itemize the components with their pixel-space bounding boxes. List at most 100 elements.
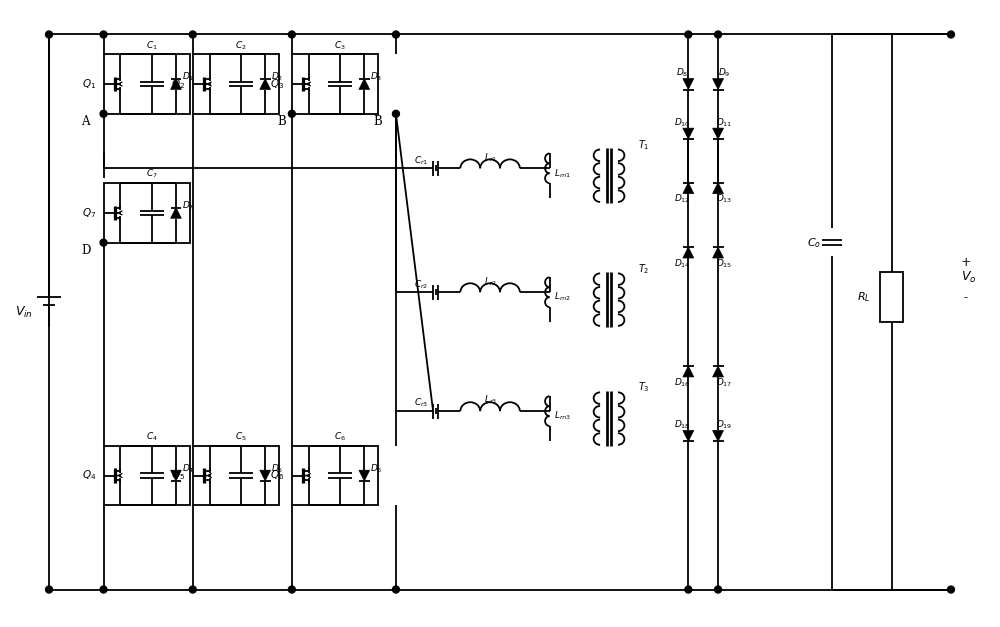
Text: $T_3$: $T_3$ (638, 381, 650, 394)
Text: $D_{11}$: $D_{11}$ (716, 117, 732, 129)
Circle shape (46, 31, 53, 38)
Polygon shape (171, 208, 181, 218)
Circle shape (715, 31, 722, 38)
Text: $C_1$: $C_1$ (146, 39, 158, 51)
Polygon shape (683, 431, 694, 441)
Text: B: B (374, 115, 382, 128)
Circle shape (100, 31, 107, 38)
Circle shape (288, 31, 295, 38)
Circle shape (189, 586, 196, 593)
Text: $Q_6$: $Q_6$ (270, 468, 284, 482)
Bar (193, 55, 279, 113)
Circle shape (392, 31, 399, 38)
Polygon shape (713, 128, 724, 139)
Text: $L_{r1}$: $L_{r1}$ (484, 151, 497, 164)
Polygon shape (683, 247, 694, 258)
Circle shape (288, 110, 295, 117)
Text: $D_{13}$: $D_{13}$ (716, 192, 732, 205)
Text: D: D (81, 244, 90, 257)
Text: $D_7$: $D_7$ (182, 200, 194, 212)
Text: $C_{r3}$: $C_{r3}$ (414, 397, 428, 409)
Text: $D_{14}$: $D_{14}$ (674, 257, 691, 270)
Bar (193, 446, 279, 505)
Polygon shape (683, 366, 694, 377)
Text: $L_{r2}$: $L_{r2}$ (484, 275, 497, 288)
Polygon shape (713, 247, 724, 258)
Text: $C_7$: $C_7$ (146, 168, 158, 181)
Polygon shape (359, 470, 370, 481)
Text: $L_{m3}$: $L_{m3}$ (554, 410, 571, 423)
Text: $C_6$: $C_6$ (334, 431, 346, 443)
Polygon shape (713, 366, 724, 377)
Polygon shape (171, 79, 181, 90)
Text: $C_5$: $C_5$ (235, 431, 247, 443)
Polygon shape (260, 470, 271, 481)
Bar (292, 446, 378, 505)
Circle shape (100, 586, 107, 593)
Text: $D_{18}$: $D_{18}$ (674, 419, 691, 431)
Text: $L_{m2}$: $L_{m2}$ (554, 291, 571, 303)
Circle shape (685, 31, 692, 38)
Text: $Q_5$: $Q_5$ (171, 468, 185, 482)
Text: $D_{17}$: $D_{17}$ (716, 376, 732, 389)
Text: $D_6$: $D_6$ (370, 462, 383, 475)
Text: $Q_2$: $Q_2$ (171, 77, 185, 91)
Text: $L_{m1}$: $L_{m1}$ (554, 167, 571, 179)
Text: $D_{12}$: $D_{12}$ (674, 192, 691, 205)
Bar (104, 55, 190, 113)
Text: $C_{r2}$: $C_{r2}$ (414, 278, 428, 290)
Text: +: + (961, 256, 971, 269)
Text: $Q_4$: $Q_4$ (82, 468, 96, 482)
Text: $Q_1$: $Q_1$ (82, 77, 96, 91)
Circle shape (715, 586, 722, 593)
Text: A: A (81, 115, 90, 128)
Text: $C_o$: $C_o$ (807, 236, 821, 250)
Polygon shape (713, 182, 724, 194)
Text: $L_{r3}$: $L_{r3}$ (484, 394, 497, 406)
Text: $C_3$: $C_3$ (334, 39, 346, 51)
Text: $R_L$: $R_L$ (857, 290, 871, 304)
Bar (104, 183, 190, 243)
Text: $T_2$: $T_2$ (638, 261, 649, 275)
Text: -: - (964, 291, 968, 303)
Text: $D_8$: $D_8$ (676, 67, 689, 80)
Polygon shape (171, 470, 181, 481)
Text: $C_{r1}$: $C_{r1}$ (414, 154, 428, 167)
Circle shape (947, 586, 954, 593)
Bar (880, 272, 903, 322)
Text: $V_{in}$: $V_{in}$ (15, 305, 33, 320)
Text: $D_3$: $D_3$ (370, 71, 382, 83)
Text: $Q_3$: $Q_3$ (270, 77, 284, 91)
Text: $Q_7$: $Q_7$ (82, 206, 96, 220)
Text: $D_9$: $D_9$ (718, 67, 730, 80)
Bar (104, 446, 190, 505)
Text: $T_1$: $T_1$ (638, 138, 649, 152)
Polygon shape (713, 431, 724, 441)
Circle shape (685, 586, 692, 593)
Circle shape (100, 239, 107, 246)
Text: $D_{19}$: $D_{19}$ (716, 419, 732, 431)
Text: $D_2$: $D_2$ (271, 71, 283, 83)
Bar (292, 55, 378, 113)
Circle shape (392, 110, 399, 117)
Circle shape (46, 586, 53, 593)
Polygon shape (359, 79, 370, 90)
Text: $D_{16}$: $D_{16}$ (674, 376, 691, 389)
Text: $C_2$: $C_2$ (235, 39, 247, 51)
Polygon shape (683, 128, 694, 139)
Circle shape (288, 586, 295, 593)
Text: $D_{15}$: $D_{15}$ (716, 257, 732, 270)
Polygon shape (260, 79, 271, 90)
Circle shape (947, 31, 954, 38)
Circle shape (100, 110, 107, 117)
Polygon shape (713, 78, 724, 90)
Polygon shape (683, 78, 694, 90)
Text: $V_o$: $V_o$ (961, 270, 977, 285)
Text: $D_{10}$: $D_{10}$ (674, 117, 691, 129)
Circle shape (189, 31, 196, 38)
Text: $D_4$: $D_4$ (182, 462, 194, 475)
Text: $C_4$: $C_4$ (146, 431, 158, 443)
Text: $D_1$: $D_1$ (182, 71, 194, 83)
Polygon shape (683, 182, 694, 194)
Text: B: B (278, 115, 286, 128)
